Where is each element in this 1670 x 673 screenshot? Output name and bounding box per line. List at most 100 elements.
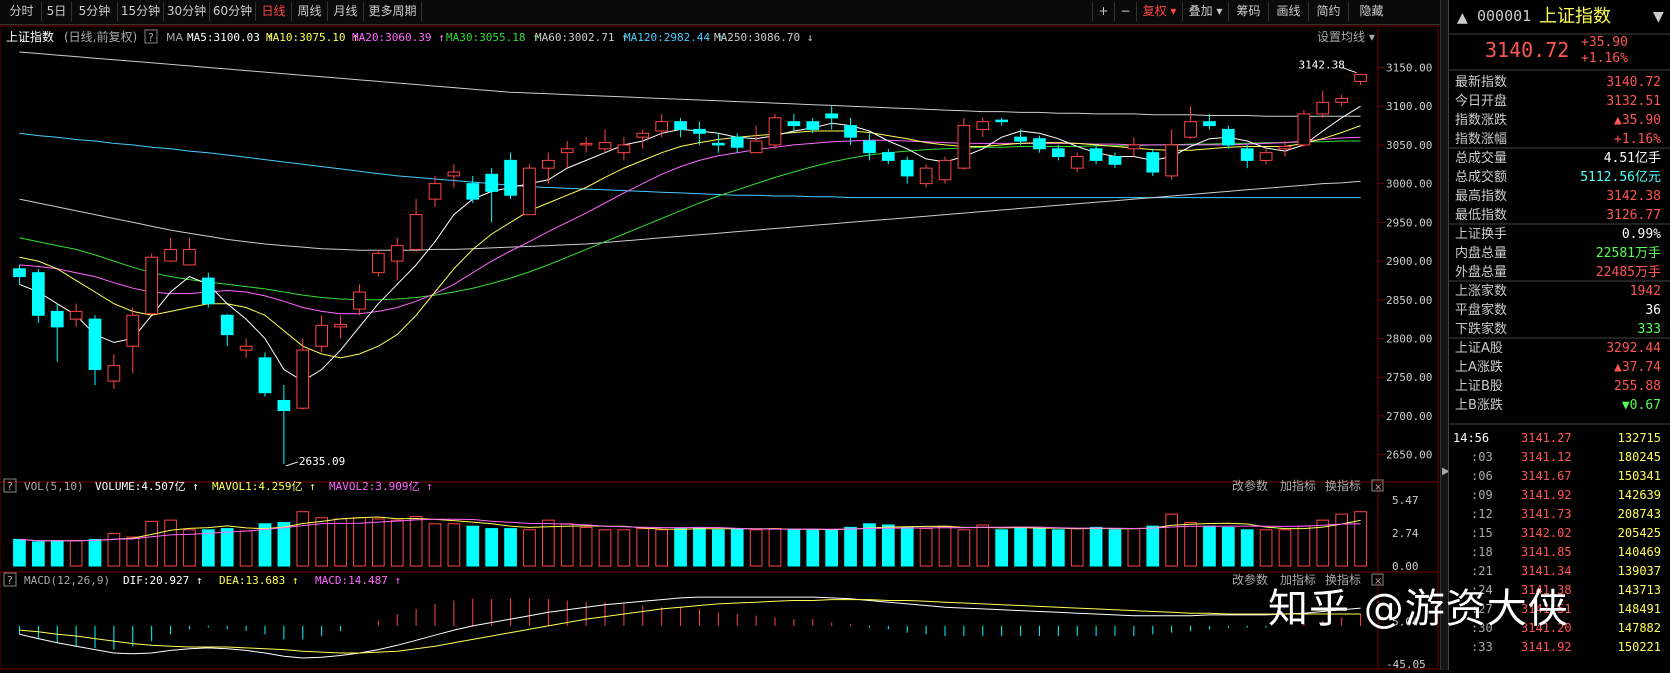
volume-bar: [239, 530, 253, 567]
svg-text:换指标: 换指标: [1325, 478, 1361, 493]
ma30-line: [19, 140, 1361, 301]
svg-text:148491: 148491: [1618, 602, 1661, 616]
candle: [239, 345, 253, 351]
period-tab[interactable]: 15分钟: [118, 2, 164, 21]
svg-text:内盘总量: 内盘总量: [1455, 245, 1507, 261]
toolbar-button[interactable]: 简约: [1308, 2, 1348, 21]
svg-text:加指标: 加指标: [1280, 478, 1316, 493]
volume-bar: [31, 541, 45, 567]
svg-text:?: ?: [148, 31, 154, 44]
volume-bar: [900, 526, 914, 567]
period-tab[interactable]: 月线: [328, 2, 364, 21]
period-tab[interactable]: 分时: [2, 2, 42, 21]
candle: [88, 318, 102, 370]
period-tab[interactable]: 5日: [42, 2, 72, 21]
candle: [749, 140, 763, 154]
svg-text::33: :33: [1471, 640, 1493, 654]
period-tab[interactable]: 更多周期: [364, 2, 422, 21]
svg-text:MAVOL1:4.259亿 ↑: MAVOL1:4.259亿 ↑: [212, 480, 316, 493]
svg-text:150341: 150341: [1618, 469, 1661, 483]
candle: [1297, 113, 1311, 146]
svg-text:▼0.67: ▼0.67: [1622, 398, 1661, 413]
candle: [863, 140, 876, 154]
volume-bar: [201, 529, 215, 567]
svg-text:MA10:3075.10 ↑: MA10:3075.10 ↑: [266, 31, 359, 44]
dea-line: [19, 599, 1361, 654]
volume-bar: [560, 523, 574, 567]
period-tab[interactable]: 60分钟: [210, 2, 256, 21]
volume-bar: [371, 518, 385, 567]
candle: [485, 173, 499, 192]
candle: [353, 291, 366, 310]
svg-text:3141.27: 3141.27: [1521, 431, 1572, 445]
candle: [976, 121, 990, 130]
svg-text:3126.77: 3126.77: [1606, 208, 1661, 223]
toolbar-button[interactable]: 筹码: [1228, 2, 1268, 21]
svg-text::21: :21: [1471, 564, 1493, 578]
svg-text:MA250:3086.70 ↓: MA250:3086.70 ↓: [714, 31, 813, 44]
period-tab[interactable]: 5分钟: [72, 2, 118, 21]
candle: [560, 148, 574, 154]
volume-bar: [334, 518, 347, 567]
svg-text:0.00: 0.00: [1392, 560, 1419, 573]
volume-bar: [145, 520, 159, 567]
toolbar-button[interactable]: 隐藏: [1348, 2, 1394, 21]
candle: [447, 171, 461, 177]
mavol-line: [19, 516, 1361, 542]
svg-text:+1.16%: +1.16%: [1614, 132, 1661, 147]
candle: [1070, 156, 1084, 169]
candle: [617, 144, 631, 154]
side-panel-toggle[interactable]: ▶: [1440, 0, 1450, 670]
volume-bar: [730, 528, 744, 567]
volume-bar: [806, 529, 820, 567]
svg-text:上证A股: 上证A股: [1455, 341, 1503, 356]
toolbar-button[interactable]: 叠加 ▾: [1182, 2, 1228, 21]
macd-panel: ? MACD(12,26,9) DIF:20.927 ↑ DEA:13.683 ↑ MA…: [3, 572, 1426, 671]
svg-text:下跌家数: 下跌家数: [1455, 321, 1507, 337]
volume-bar: [693, 526, 706, 567]
chart-canvas[interactable]: 上证指数 (日线,前复权)? MA MA5:3100.03 ↑MA10:3075.10…: [0, 0, 1440, 671]
svg-text:MA60:3002.71 ↑: MA60:3002.71 ↑: [535, 31, 628, 44]
svg-text:换指标: 换指标: [1325, 572, 1361, 587]
svg-text:上证B股: 上证B股: [1455, 379, 1503, 394]
candle: [126, 314, 140, 347]
toolbar-button[interactable]: +: [1092, 2, 1114, 21]
volume-bar: [919, 528, 933, 567]
period-tab[interactable]: 周线: [292, 2, 328, 21]
volume-bar: [88, 538, 102, 567]
candle: [636, 132, 650, 138]
candle: [164, 248, 177, 262]
svg-text:3141.85: 3141.85: [1521, 545, 1572, 559]
svg-text:5112.56亿元: 5112.56亿元: [1580, 170, 1661, 185]
volume-bar: [1203, 525, 1216, 567]
svg-text::12: :12: [1471, 507, 1493, 521]
candle: [409, 214, 423, 250]
toolbar-button[interactable]: 复权 ▾: [1136, 2, 1182, 21]
candle: [50, 310, 64, 328]
period-tab[interactable]: 30分钟: [164, 2, 210, 21]
svg-text:×: ×: [1374, 576, 1382, 587]
toolbar-button[interactable]: 画线: [1268, 2, 1308, 21]
svg-text:3132.51: 3132.51: [1606, 94, 1661, 109]
svg-text:3141.92: 3141.92: [1521, 640, 1572, 654]
svg-text:1942: 1942: [1630, 284, 1661, 299]
toolbar-button[interactable]: −: [1114, 2, 1136, 21]
svg-text::30: :30: [1471, 621, 1493, 635]
kline-chart[interactable]: 上证指数 (日线,前复权)? MA MA5:3100.03 ↑ MA10:3075.10…: [0, 0, 1440, 671]
svg-text:5.04: 5.04: [1392, 616, 1419, 629]
svg-text:3000.00: 3000.00: [1386, 178, 1432, 191]
volume-bar: [164, 519, 177, 567]
volume-bar: [1051, 529, 1065, 567]
period-tab[interactable]: 日线: [256, 2, 292, 21]
svg-text:22485万手: 22485万手: [1596, 265, 1661, 280]
volume-bar: [768, 528, 782, 567]
ma5-line: [19, 105, 1361, 382]
svg-text:MA5:3100.03 ↑: MA5:3100.03 ↑: [187, 31, 273, 44]
candle: [315, 324, 329, 347]
volume-bar: [1297, 525, 1311, 567]
volume-bar: [69, 540, 83, 567]
candle: [1240, 148, 1254, 161]
svg-text::06: :06: [1471, 469, 1493, 483]
volume-bar: [1014, 526, 1027, 567]
svg-text:最高指数: 最高指数: [1455, 188, 1507, 204]
